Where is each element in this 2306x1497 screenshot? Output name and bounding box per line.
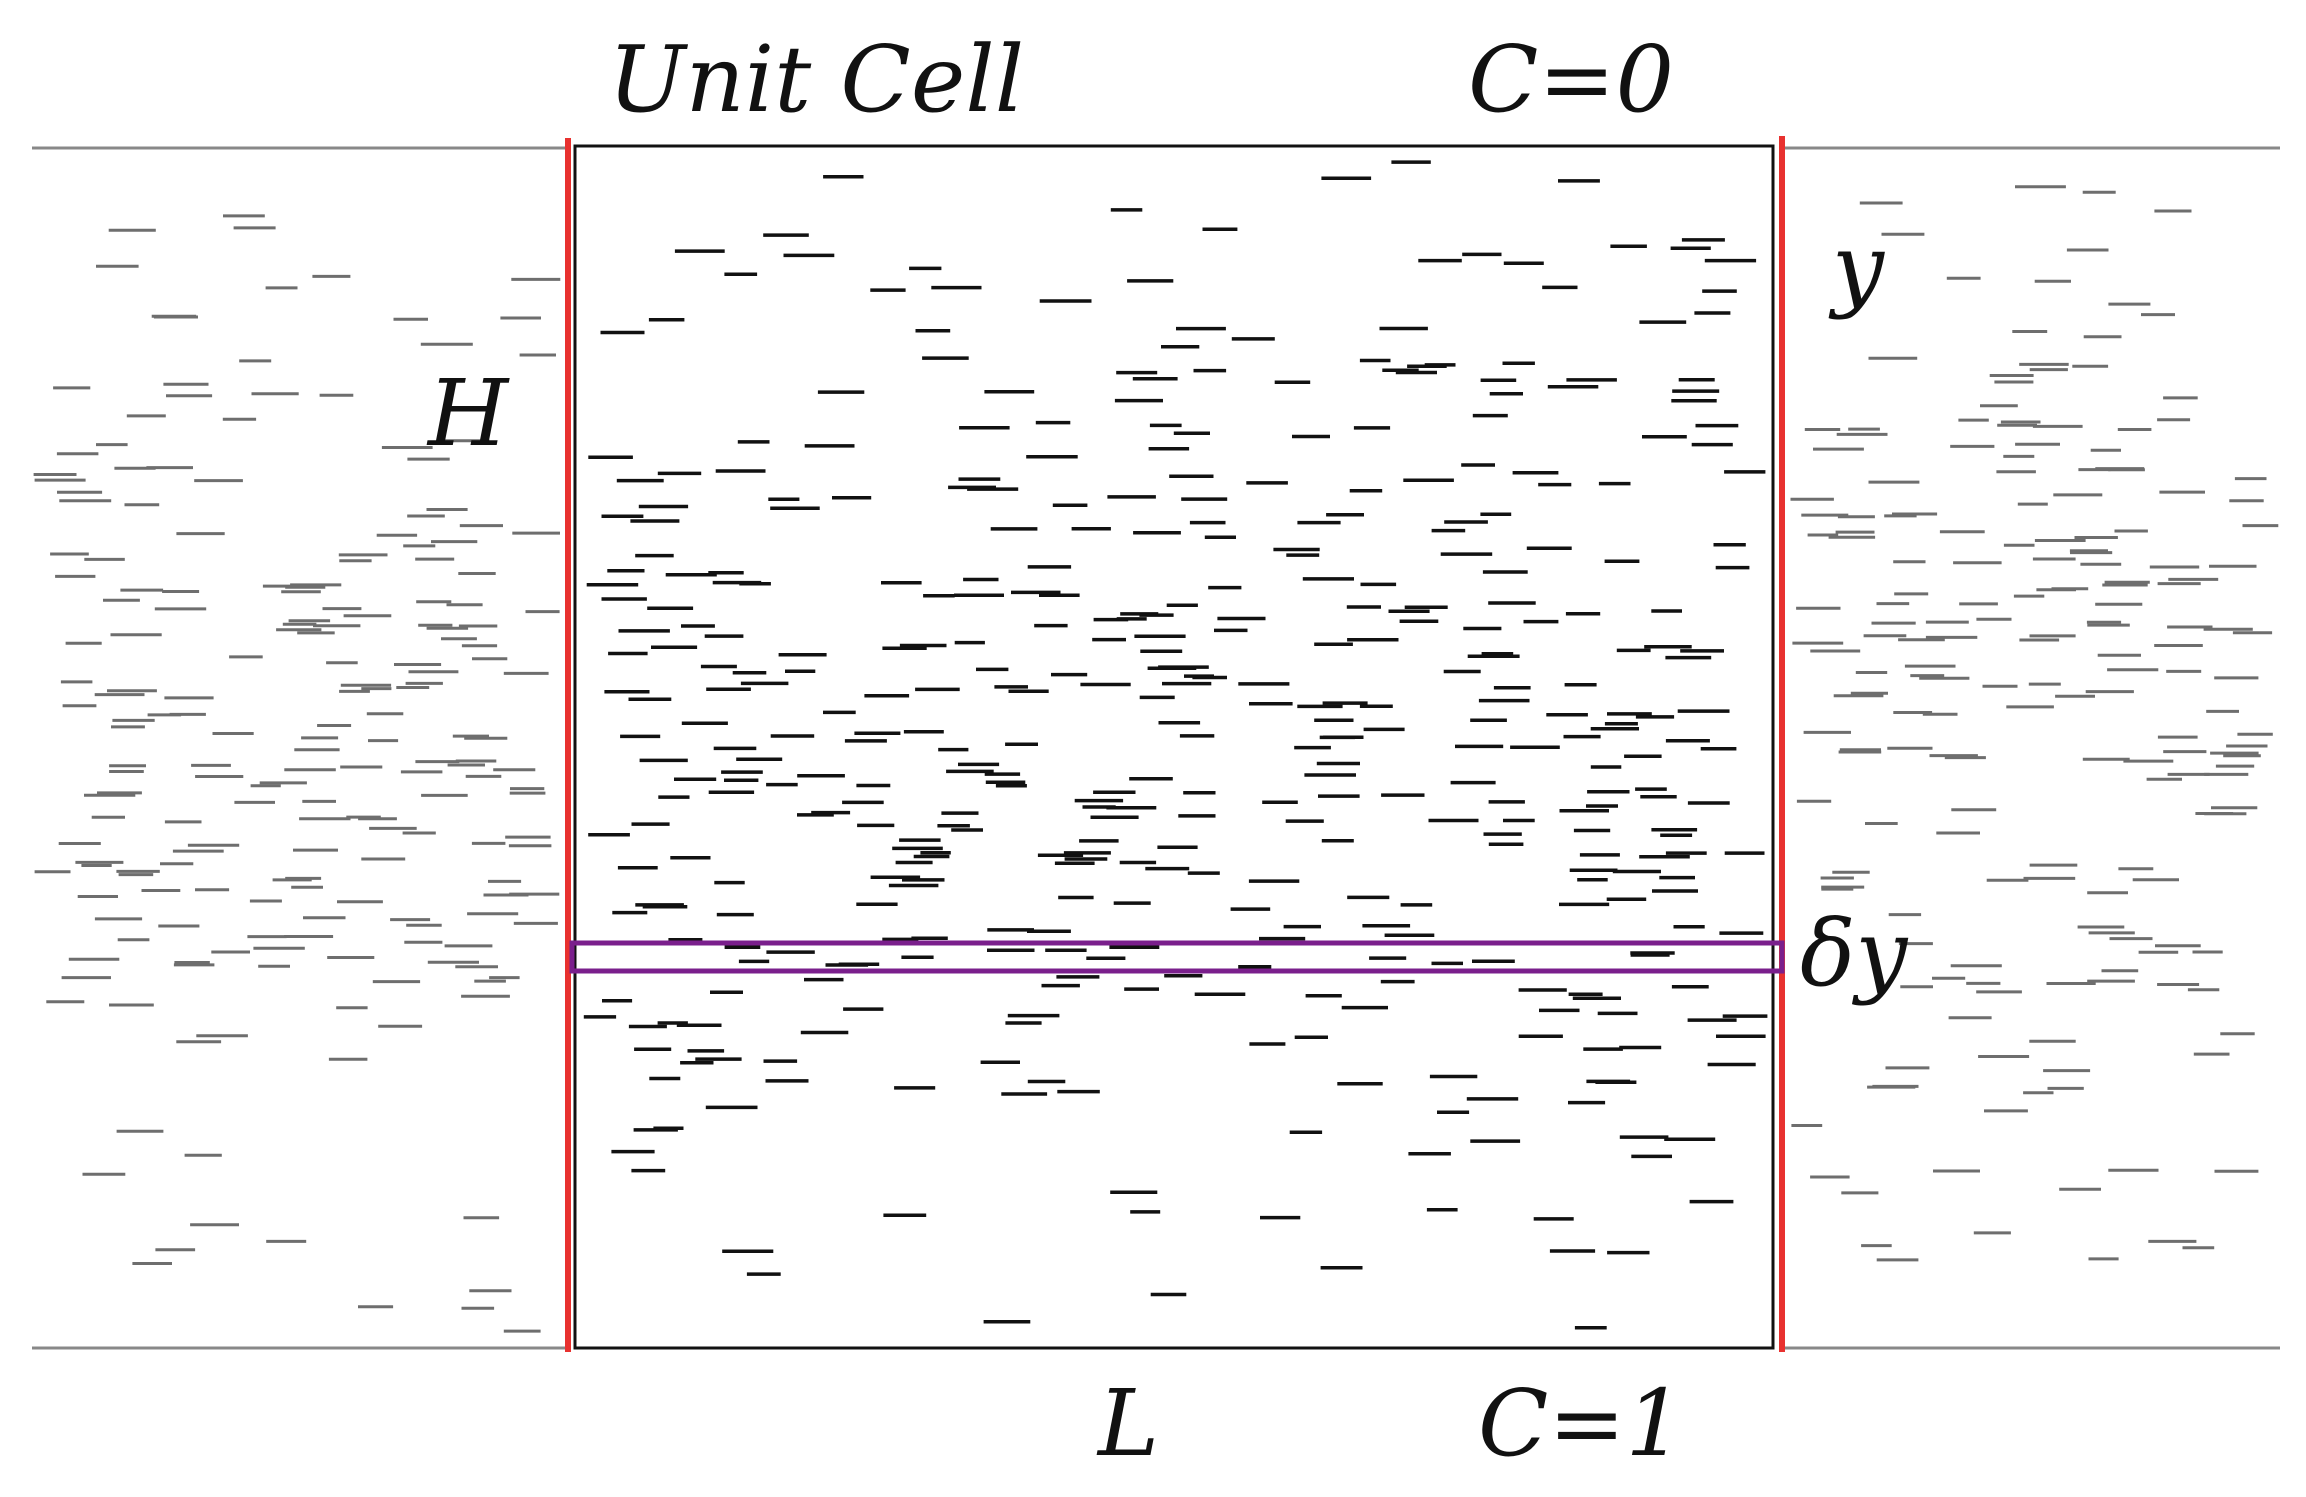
bottom-boundary-condition-label: C=1 [1478, 1370, 1685, 1477]
unit-cell-label: Unit Cell [608, 26, 1025, 133]
length-label: L [1098, 1370, 1160, 1477]
unit-cell-fractures [583, 160, 1768, 1330]
unit-cell-box [573, 144, 1775, 1350]
left-replica-fractures [33, 214, 561, 1333]
top-boundary-condition-label: C=0 [1468, 26, 1675, 133]
slice-thickness-label: δy [1800, 900, 1908, 1007]
y-axis-label: y [1832, 214, 1884, 321]
right-replica-fractures [1790, 185, 2279, 1262]
slice-box [569, 940, 1785, 974]
height-label: H [428, 360, 509, 467]
